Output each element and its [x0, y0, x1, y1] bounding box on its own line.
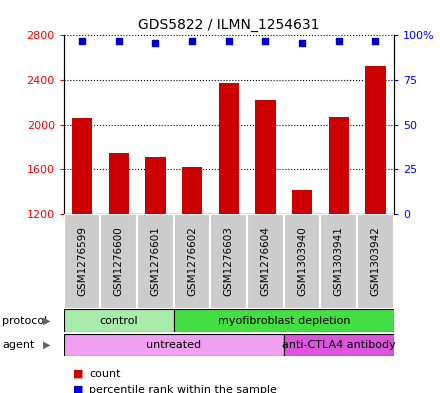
Bar: [247, 214, 284, 309]
Bar: [64, 214, 100, 309]
Bar: [174, 214, 210, 309]
Point: [79, 38, 86, 44]
Bar: [210, 214, 247, 309]
Bar: [329, 117, 349, 214]
Bar: [320, 214, 357, 309]
Text: untreated: untreated: [146, 340, 202, 350]
Bar: [137, 214, 174, 309]
Bar: [357, 214, 394, 309]
Bar: [255, 100, 275, 214]
Text: GSM1303941: GSM1303941: [334, 226, 344, 296]
Bar: [284, 334, 394, 356]
Text: protocol: protocol: [2, 316, 48, 326]
Bar: [292, 189, 312, 214]
Text: agent: agent: [2, 340, 35, 350]
Text: myofibroblast depletion: myofibroblast depletion: [217, 316, 350, 326]
Point: [152, 39, 159, 46]
Bar: [64, 309, 174, 332]
Bar: [109, 153, 129, 214]
Bar: [100, 214, 137, 309]
Text: ■: ■: [73, 385, 83, 393]
Point: [262, 38, 269, 44]
Text: percentile rank within the sample: percentile rank within the sample: [89, 385, 277, 393]
Text: ▶: ▶: [43, 340, 51, 350]
Point: [189, 38, 196, 44]
Text: GSM1276604: GSM1276604: [260, 226, 271, 296]
Point: [225, 38, 232, 44]
Point: [372, 38, 379, 44]
Text: anti-CTLA4 antibody: anti-CTLA4 antibody: [282, 340, 396, 350]
Bar: [145, 157, 165, 214]
Text: count: count: [89, 369, 121, 379]
Text: GSM1303940: GSM1303940: [297, 226, 307, 296]
Bar: [174, 309, 394, 332]
Text: GSM1276603: GSM1276603: [224, 226, 234, 296]
Bar: [365, 66, 385, 214]
Text: GSM1276599: GSM1276599: [77, 226, 87, 296]
Bar: [182, 167, 202, 214]
Text: ■: ■: [73, 369, 83, 379]
Bar: [284, 214, 320, 309]
Text: GSM1303942: GSM1303942: [370, 226, 381, 296]
Bar: [64, 334, 284, 356]
Text: GSM1276602: GSM1276602: [187, 226, 197, 296]
Text: control: control: [99, 316, 138, 326]
Text: GSM1276600: GSM1276600: [114, 226, 124, 296]
Bar: [72, 118, 92, 214]
Bar: [219, 83, 239, 214]
Text: GSM1276601: GSM1276601: [150, 226, 161, 296]
Point: [299, 39, 306, 46]
Title: GDS5822 / ILMN_1254631: GDS5822 / ILMN_1254631: [138, 18, 319, 31]
Text: ▶: ▶: [43, 316, 51, 326]
Point: [115, 38, 122, 44]
Point: [335, 38, 342, 44]
